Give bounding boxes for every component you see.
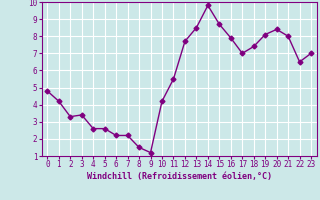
X-axis label: Windchill (Refroidissement éolien,°C): Windchill (Refroidissement éolien,°C) <box>87 172 272 181</box>
